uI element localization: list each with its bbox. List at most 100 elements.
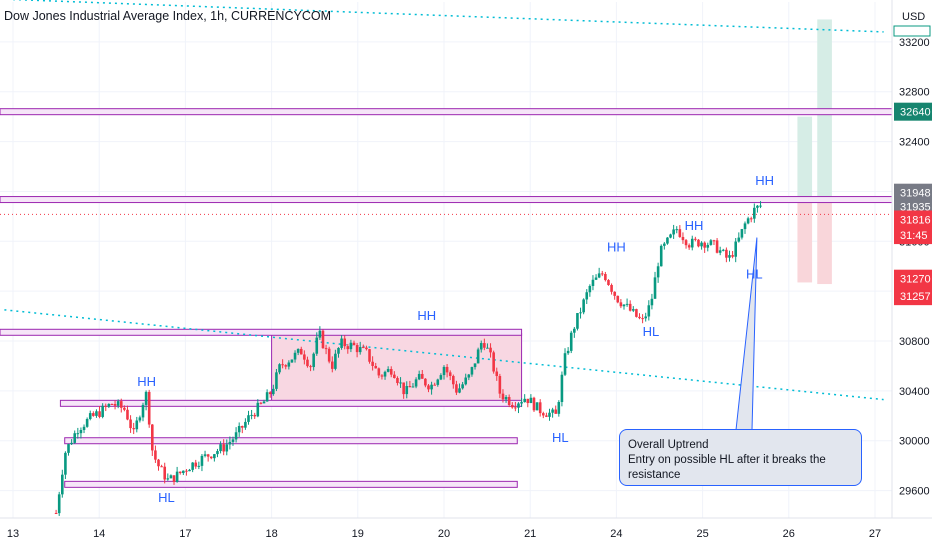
y-tick-label: 30000 <box>899 436 930 448</box>
candle-body <box>647 305 651 317</box>
candle-body <box>98 411 101 417</box>
candle-body <box>247 415 250 422</box>
y-tick-label: 33200 <box>899 37 930 49</box>
candle-body <box>349 342 353 350</box>
candle-body <box>185 470 188 472</box>
candle-body <box>681 236 685 241</box>
currency-label: USD <box>902 11 925 23</box>
candle-body <box>275 372 278 389</box>
x-tick-label: 27 <box>869 528 881 540</box>
candle-body <box>225 444 229 452</box>
callout-note: Overall Uptrend Entry on possible HL aft… <box>619 429 862 486</box>
price-badge <box>894 183 932 202</box>
candle-body <box>417 373 421 380</box>
candle-body <box>306 359 309 367</box>
candle-body <box>663 243 666 246</box>
candle-body <box>213 454 216 459</box>
candle-body <box>653 277 657 299</box>
price-badge-label: 31816 <box>900 214 931 226</box>
candle-body <box>57 494 61 514</box>
x-tick-label: 20 <box>438 528 450 540</box>
candle-body <box>566 350 570 354</box>
candle-body <box>318 330 322 338</box>
time-axis-bg <box>0 518 932 550</box>
candle-body <box>250 414 253 416</box>
candle-body <box>461 384 464 389</box>
position-target-zone <box>797 116 813 198</box>
candle-body <box>666 237 669 244</box>
candle-body <box>510 404 514 408</box>
candle-body <box>405 386 409 395</box>
candle-body <box>303 354 306 360</box>
candle-body <box>464 377 468 385</box>
candle-body <box>585 292 589 300</box>
swing-label: HL <box>552 430 569 445</box>
candle-body <box>501 393 505 400</box>
candle-body <box>228 441 232 445</box>
candle-body <box>604 273 607 281</box>
position-stop-zone <box>797 197 813 283</box>
x-tick-label: 14 <box>93 528 105 540</box>
candle-body <box>597 273 601 278</box>
candle-body <box>616 295 620 303</box>
x-tick-label: 18 <box>265 528 277 540</box>
candle-body <box>76 433 80 435</box>
candle-body <box>234 432 238 440</box>
candle-body <box>538 402 542 414</box>
trendline <box>12 0 884 33</box>
x-tick-label: 25 <box>696 528 708 540</box>
candle-body <box>656 266 660 278</box>
candle-body <box>697 239 700 247</box>
candle-body <box>638 316 641 319</box>
candle-body <box>203 454 207 456</box>
swing-label: HH <box>137 374 156 389</box>
candle-body <box>61 474 64 495</box>
candle-body <box>749 218 753 220</box>
y-tick-label: 30400 <box>899 386 930 398</box>
candle-body <box>144 391 148 405</box>
candle-body <box>473 363 477 368</box>
candle-body <box>759 205 762 207</box>
x-tick-label: 24 <box>610 528 622 540</box>
candle-body <box>439 375 443 380</box>
y-tick-label: 29600 <box>899 486 930 498</box>
candle-body <box>542 413 545 416</box>
candle-body <box>110 403 114 405</box>
candle-body <box>483 343 486 348</box>
candle-body <box>107 403 111 407</box>
candle-body <box>399 382 402 384</box>
candle-body <box>678 229 682 237</box>
price-badge <box>894 287 932 306</box>
swing-label: HH <box>755 173 774 188</box>
candle-body <box>470 367 474 375</box>
candle-body <box>343 338 346 347</box>
candle-body <box>132 428 135 430</box>
candle-body <box>272 388 275 395</box>
candle-body <box>591 279 595 286</box>
resistance-level-band <box>59 399 523 407</box>
candle-body <box>95 411 98 416</box>
candle-body <box>551 409 554 413</box>
candle-body <box>455 384 458 393</box>
candle-body <box>324 348 328 350</box>
candle-body <box>514 407 517 409</box>
candle-body <box>337 347 340 354</box>
price-badge-label: 31948 <box>900 188 931 200</box>
candle-body <box>194 462 198 467</box>
candle-body <box>448 372 452 376</box>
candle-body <box>737 237 741 242</box>
candle-body <box>734 241 738 257</box>
candle-body <box>346 346 350 350</box>
x-tick-label: 26 <box>783 528 795 540</box>
candle-body <box>327 348 331 362</box>
candle-body <box>635 309 638 317</box>
candle-body <box>495 371 499 377</box>
candle-body <box>315 337 319 354</box>
candle-body <box>296 348 300 353</box>
resistance-level-band <box>0 108 893 116</box>
candle-body <box>532 397 536 411</box>
candle-body <box>104 405 108 407</box>
candle-body <box>334 353 337 369</box>
candle-body <box>579 312 582 314</box>
candle-body <box>687 245 691 248</box>
